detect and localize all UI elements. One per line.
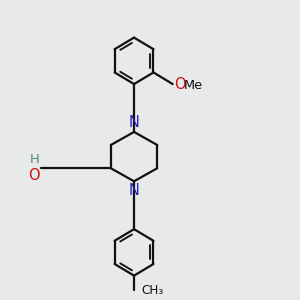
Text: N: N — [129, 183, 140, 198]
Text: H: H — [30, 153, 40, 166]
Text: Me: Me — [184, 79, 203, 92]
Text: N: N — [129, 116, 140, 130]
Text: CH₃: CH₃ — [141, 284, 164, 297]
Text: O: O — [28, 168, 40, 183]
Text: O: O — [174, 76, 186, 92]
